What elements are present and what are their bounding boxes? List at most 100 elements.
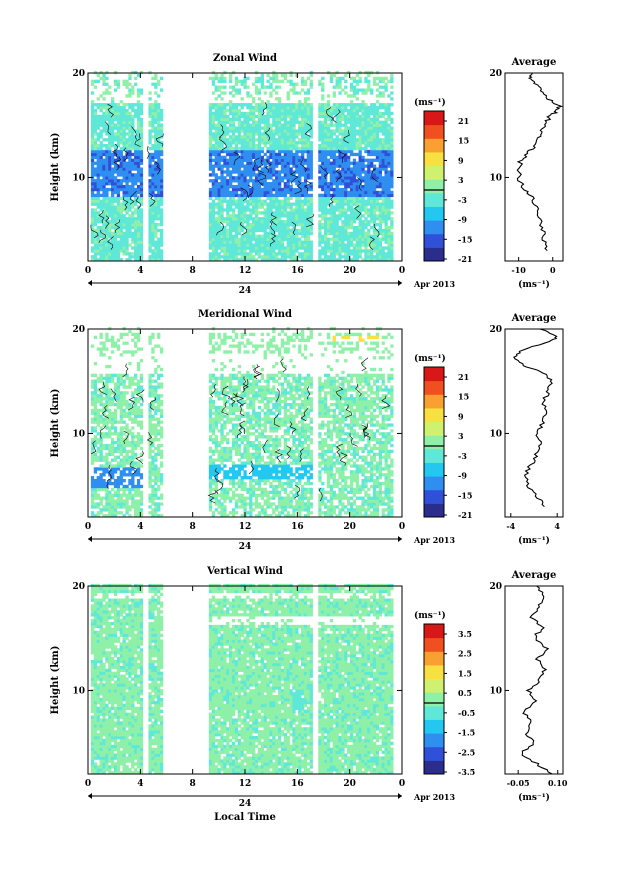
heatmap-cell: [324, 108, 328, 113]
heatmap-cell: [229, 79, 233, 83]
heatmap-cell: [370, 225, 374, 230]
heatmap-cell: [266, 190, 270, 195]
heatmap-cell: [111, 420, 115, 424]
heatmap-cell: [116, 496, 121, 500]
heatmap-cell: [113, 208, 118, 212]
heatmap-cell: [332, 205, 336, 209]
heatmap-cell: [93, 79, 98, 83]
heatmap-cell: [93, 443, 98, 448]
heatmap-cell: [378, 106, 382, 110]
heatmap-cell: [295, 167, 299, 171]
heatmap-cell: [390, 231, 394, 236]
heatmap-cell: [355, 103, 359, 107]
heatmap-cell: [243, 208, 247, 212]
heatmap-cell: [289, 196, 293, 200]
heatmap-cell: [90, 490, 95, 494]
heatmap-cell: [108, 426, 112, 430]
heatmap-cell: [240, 158, 244, 162]
heatmap-cell: [223, 103, 227, 107]
heatmap-cell: [93, 202, 98, 206]
heatmap-cell: [102, 382, 106, 386]
heatmap-cell: [301, 187, 305, 192]
heatmap-cell: [122, 478, 126, 483]
heatmap-cell: [349, 146, 354, 151]
heatmap-cell: [237, 138, 241, 142]
contour-line: [107, 236, 114, 250]
heatmap-cell: [122, 202, 126, 206]
heatmap-cell: [338, 149, 342, 154]
average-y-tick-label: 20: [489, 69, 502, 79]
heatmap-cell: [280, 179, 285, 183]
heatmap-cell: [240, 252, 244, 256]
heatmap-cell: [113, 234, 118, 238]
heatmap-cell: [122, 196, 126, 200]
heatmap-cell: [111, 499, 115, 503]
heatmap-cell: [295, 120, 299, 124]
heatmap-cell: [306, 170, 311, 174]
heatmap-cell: [372, 149, 377, 154]
heatmap-cell: [93, 397, 98, 401]
heatmap-cell: [96, 97, 100, 101]
heatmap-cell: [246, 252, 250, 256]
heatmap-cell: [108, 397, 112, 401]
heatmap-cell: [289, 190, 293, 195]
heatmap-cell: [370, 199, 374, 203]
heatmap-cell: [159, 231, 164, 236]
heatmap-cell: [99, 417, 103, 421]
heatmap-cell: [303, 158, 308, 162]
heatmap-cell: [134, 208, 138, 212]
heatmap-cell: [384, 146, 388, 151]
heatmap-cell: [266, 117, 270, 122]
heatmap-cell: [378, 91, 382, 95]
heatmap-cell: [136, 205, 141, 209]
heatmap-cell: [249, 202, 253, 206]
heatmap-cell: [148, 249, 152, 253]
heatmap-cell: [220, 240, 224, 244]
heatmap-cell: [292, 164, 296, 168]
heatmap-cell: [119, 373, 123, 378]
heatmap-cell: [136, 108, 141, 113]
heatmap-cell: [378, 225, 382, 230]
heatmap-cell: [364, 158, 368, 162]
heatmap-cell: [93, 199, 98, 203]
heatmap-cell: [96, 417, 100, 421]
heatmap-cell: [367, 190, 371, 195]
heatmap-cell: [375, 114, 380, 119]
heatmap-cell: [277, 190, 282, 195]
heatmap-cell: [275, 220, 279, 224]
heatmap-cell: [229, 234, 233, 238]
heatmap-cell: [229, 85, 233, 89]
heatmap-cell: [128, 225, 132, 230]
heatmap-cell: [260, 182, 264, 186]
heatmap-cell: [119, 502, 123, 506]
heatmap-cell: [358, 108, 362, 113]
heatmap-cell: [286, 114, 290, 119]
heatmap-cell: [96, 114, 100, 119]
heatmap-cell: [246, 222, 250, 227]
heatmap-cell: [119, 240, 123, 244]
heatmap-cell: [355, 170, 359, 174]
heatmap-cell: [275, 173, 279, 177]
heatmap-cell: [102, 435, 106, 439]
heatmap-cell: [211, 184, 216, 189]
heatmap-cell: [122, 176, 126, 180]
heatmap-cell: [272, 255, 276, 259]
heatmap-cell: [136, 114, 141, 119]
heatmap-cell: [249, 176, 253, 180]
heatmap-cell: [289, 252, 293, 256]
heatmap-cell: [151, 190, 155, 195]
heatmap-cell: [111, 108, 115, 113]
heatmap-cell: [96, 458, 100, 462]
heatmap-cell: [332, 222, 336, 227]
heatmap-cell: [246, 231, 250, 236]
heatmap-cell: [381, 184, 385, 189]
heatmap-cell: [116, 108, 121, 113]
heatmap-cell: [223, 91, 227, 95]
heatmap-cell: [119, 481, 123, 486]
heatmap-cell: [384, 132, 388, 136]
heatmap-cell: [338, 225, 342, 230]
heatmap-cell: [246, 114, 250, 119]
heatmap-cell: [324, 252, 328, 256]
heatmap-cell: [113, 138, 118, 142]
